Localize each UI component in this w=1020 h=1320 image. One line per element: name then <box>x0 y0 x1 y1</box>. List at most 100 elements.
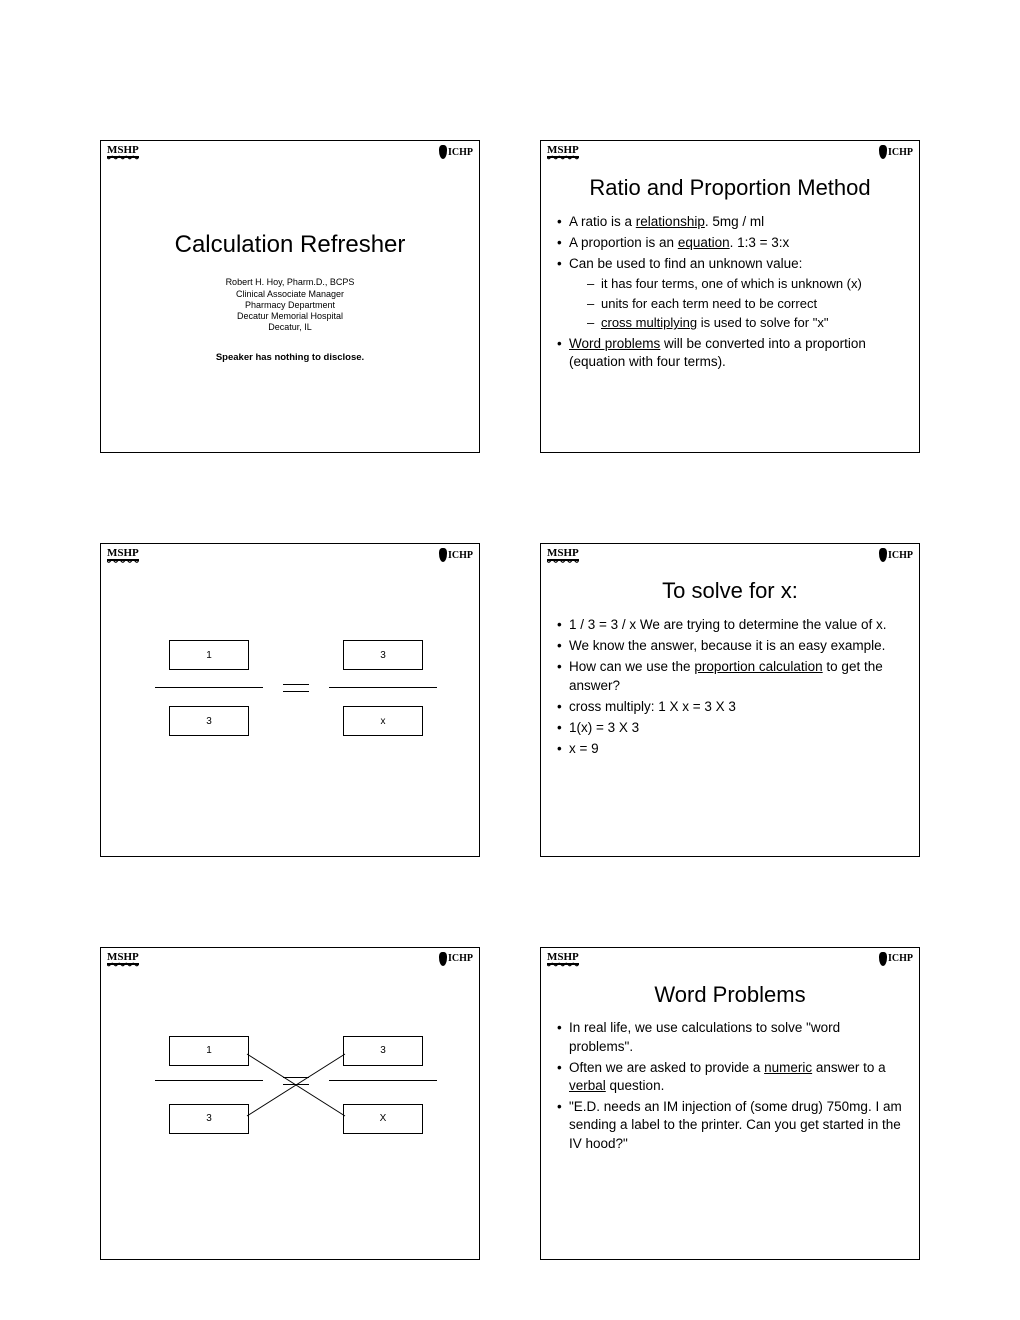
proportion-box-bl: 3 <box>169 1104 249 1134</box>
fraction-line <box>155 1080 263 1081</box>
slide-3: MSHP ICHP 1 3 3 x <box>100 543 480 856</box>
author-line: Decatur Memorial Hospital <box>115 311 465 322</box>
logo-left: MSHP <box>547 952 579 965</box>
bullet: "E.D. needs an IM injection of (some dru… <box>555 1098 905 1153</box>
bullet: How can we use the proportion calculatio… <box>555 658 905 694</box>
state-icon <box>439 952 447 966</box>
state-icon <box>439 145 447 159</box>
bullet-list: 1 / 3 = 3 / x We are trying to determine… <box>555 616 905 759</box>
text: A ratio is a <box>569 214 636 229</box>
slide-header: MSHP ICHP <box>101 948 479 970</box>
logo-right-text: ICHP <box>448 953 473 964</box>
bullet-list: In real life, we use calculations to sol… <box>555 1019 905 1153</box>
author-block: Robert H. Hoy, Pharm.D., BCPS Clinical A… <box>115 277 465 333</box>
state-icon <box>439 548 447 562</box>
bullet: 1 / 3 = 3 / x We are trying to determine… <box>555 616 905 634</box>
author-line: Clinical Associate Manager <box>115 289 465 300</box>
proportion-diagram-cross: 133X <box>115 976 465 1249</box>
state-icon <box>879 145 887 159</box>
text: A proportion is an <box>569 235 678 250</box>
author-line: Pharmacy Department <box>115 300 465 311</box>
text-underline: equation <box>678 235 730 250</box>
slide-body: 1 3 3 x <box>101 566 479 855</box>
logo-right-text: ICHP <box>448 550 473 561</box>
bullet: x = 9 <box>555 740 905 758</box>
logo-left: MSHP <box>107 952 139 965</box>
logo-left: MSHP <box>107 145 139 158</box>
text-underline: relationship <box>636 214 705 229</box>
text: Often we are asked to provide a <box>569 1060 764 1075</box>
logo-right-text: ICHP <box>448 147 473 158</box>
text-underline: Word problems <box>569 336 660 351</box>
sub-bullet: units for each term need to be correct <box>587 295 905 313</box>
proportion-box-tl: 1 <box>169 640 249 670</box>
text-underline: numeric <box>764 1060 812 1075</box>
proportion-box-bl: 3 <box>169 706 249 736</box>
bullet: A proportion is an equation. 1:3 = 3:x <box>555 234 905 252</box>
bullet: Word problems will be converted into a p… <box>555 335 905 371</box>
bullet: A ratio is a relationship. 5mg / ml <box>555 213 905 231</box>
bullet: Often we are asked to provide a numeric … <box>555 1059 905 1095</box>
equals-line <box>283 1084 309 1085</box>
proportion-diagram: 1 3 3 x <box>115 572 465 845</box>
logo-right: ICHP <box>879 548 913 562</box>
state-icon <box>879 548 887 562</box>
slide-6: MSHP ICHP Word Problems In real life, we… <box>540 947 920 1260</box>
text-underline: verbal <box>569 1078 606 1093</box>
logo-right: ICHP <box>879 952 913 966</box>
text: Can be used to find an unknown value: <box>569 256 802 271</box>
bullet: In real life, we use calculations to sol… <box>555 1019 905 1055</box>
slide4-title: To solve for x: <box>555 576 905 606</box>
slide-header: MSHP ICHP <box>541 141 919 163</box>
logo-right-text: ICHP <box>888 550 913 561</box>
fraction-line <box>329 687 437 688</box>
slide1-title: Calculation Refresher <box>115 229 465 261</box>
logo-left: MSHP <box>547 548 579 561</box>
slide-2: MSHP ICHP Ratio and Proportion Method A … <box>540 140 920 453</box>
slide-1: MSHP ICHP Calculation Refresher Robert H… <box>100 140 480 453</box>
slide-4: MSHP ICHP To solve for x: 1 / 3 = 3 / x … <box>540 543 920 856</box>
handout-page: MSHP ICHP Calculation Refresher Robert H… <box>0 0 1020 1320</box>
bullet: Can be used to find an unknown value: it… <box>555 255 905 332</box>
bullet: cross multiply: 1 X x = 3 X 3 <box>555 698 905 716</box>
slide-body: 133X <box>101 970 479 1259</box>
proportion-box-tl: 1 <box>169 1036 249 1066</box>
sub-bullet: it has four terms, one of which is unkno… <box>587 275 905 293</box>
text: is used to solve for "x" <box>697 315 828 330</box>
equals-line <box>283 691 309 692</box>
sub-bullet: cross multiplying is used to solve for "… <box>587 314 905 332</box>
logo-left: MSHP <box>107 548 139 561</box>
slide-body: To solve for x: 1 / 3 = 3 / x We are try… <box>541 566 919 855</box>
text: . 5mg / ml <box>705 214 764 229</box>
slide-header: MSHP ICHP <box>541 948 919 970</box>
text-underline: proportion calculation <box>694 659 822 674</box>
slide-body: Calculation Refresher Robert H. Hoy, Pha… <box>101 163 479 452</box>
proportion-box-br: x <box>343 706 423 736</box>
slide-header: MSHP ICHP <box>101 544 479 566</box>
text-underline: cross multiplying <box>601 315 697 330</box>
logo-right: ICHP <box>439 952 473 966</box>
author-line: Decatur, IL <box>115 322 465 333</box>
text: . 1:3 = 3:x <box>730 235 790 250</box>
state-icon <box>879 952 887 966</box>
slide-body: Ratio and Proportion Method A ratio is a… <box>541 163 919 452</box>
slide-body: Word Problems In real life, we use calcu… <box>541 970 919 1259</box>
logo-left: MSHP <box>547 145 579 158</box>
proportion-box-tr: 3 <box>343 640 423 670</box>
slide6-title: Word Problems <box>555 980 905 1010</box>
slide-header: MSHP ICHP <box>541 544 919 566</box>
logo-right: ICHP <box>439 145 473 159</box>
logo-right: ICHP <box>439 548 473 562</box>
equals-line <box>283 1077 309 1078</box>
author-line: Robert H. Hoy, Pharm.D., BCPS <box>115 277 465 288</box>
text: answer to a <box>812 1060 886 1075</box>
text: question. <box>606 1078 665 1093</box>
text: How can we use the <box>569 659 694 674</box>
slide2-title: Ratio and Proportion Method <box>555 173 905 203</box>
logo-right-text: ICHP <box>888 147 913 158</box>
slide-5: MSHP ICHP 133X <box>100 947 480 1260</box>
sub-list: it has four terms, one of which is unkno… <box>587 275 905 332</box>
bullet-list: A ratio is a relationship. 5mg / ml A pr… <box>555 213 905 372</box>
logo-right-text: ICHP <box>888 953 913 964</box>
proportion-box-tr: 3 <box>343 1036 423 1066</box>
